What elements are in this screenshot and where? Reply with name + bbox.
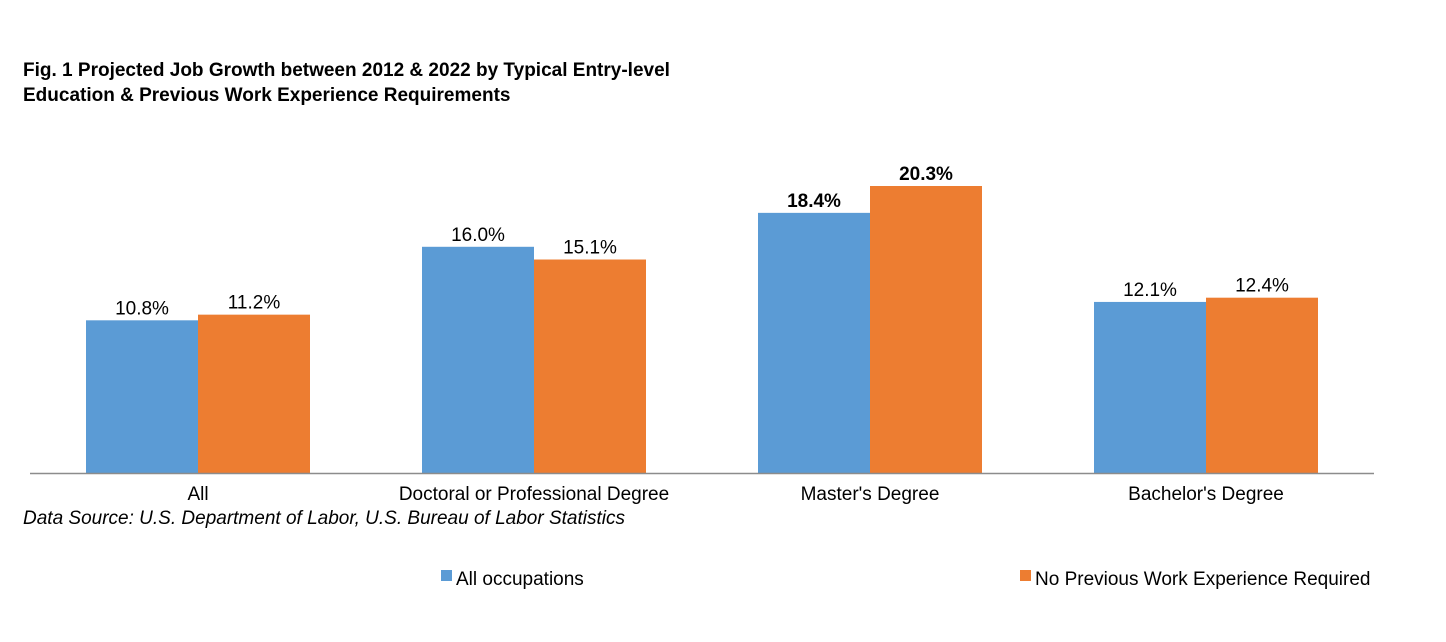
x-tick-label-0: All (187, 484, 208, 505)
bar-no-previous-experience-0 (198, 314, 310, 473)
data-label-no-previous-experience-2: 20.3% (899, 164, 953, 185)
bar-all-occupations-2 (758, 212, 870, 474)
data-label-all-occupations-2: 18.4% (787, 191, 841, 212)
legend-item-all-occupations: All occupations (441, 569, 584, 591)
bar-all-occupations-0 (86, 320, 198, 473)
data-label-no-previous-experience-1: 15.1% (563, 238, 617, 259)
legend-label-all-occupations: All occupations (456, 569, 584, 590)
chart-title-line-2: Education & Previous Work Experience Req… (23, 85, 511, 106)
data-label-all-occupations-3: 12.1% (1123, 280, 1177, 301)
x-tick-label-2: Master's Degree (801, 484, 940, 505)
data-label-all-occupations-0: 10.8% (115, 298, 169, 319)
legend-swatch-no-previous-experience (1020, 569, 1031, 581)
x-tick-label-3: Bachelor's Degree (1128, 484, 1284, 505)
bar-no-previous-experience-2 (870, 186, 982, 473)
legend-swatch-all-occupations (441, 569, 452, 581)
bar-all-occupations-1 (422, 246, 534, 473)
data-label-no-previous-experience-0: 11.2% (228, 293, 281, 314)
data-label-no-previous-experience-3: 12.4% (1235, 276, 1289, 297)
bar-no-previous-experience-3 (1206, 297, 1318, 473)
data-source-note: Data Source: U.S. Department of Labor, U… (23, 508, 625, 529)
bar-all-occupations-3 (1094, 301, 1206, 473)
data-label-all-occupations-1: 16.0% (451, 225, 505, 246)
chart-title-line-1: Fig. 1 Projected Job Growth between 2012… (23, 60, 670, 81)
x-tick-label-1: Doctoral or Professional Degree (399, 484, 669, 505)
legend-label-no-previous-experience: No Previous Work Experience Required (1035, 569, 1371, 590)
legend-item-no-previous-experience: No Previous Work Experience Required (1020, 569, 1370, 591)
chart-title: Fig. 1 Projected Job Growth between 2012… (23, 58, 670, 108)
bar-no-previous-experience-1 (534, 259, 646, 473)
